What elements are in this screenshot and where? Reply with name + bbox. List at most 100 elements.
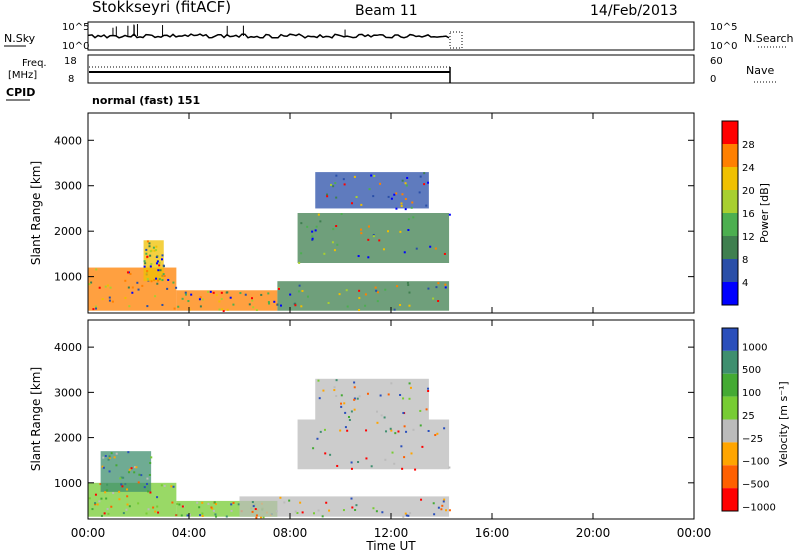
- heat-cell: [136, 281, 139, 284]
- heat-cell: [177, 305, 180, 308]
- heat-cell: [145, 248, 148, 251]
- heat-cell: [322, 389, 325, 392]
- heat-cell: [419, 424, 422, 427]
- freq-unit-label: [MHz]: [8, 70, 37, 81]
- y-tick-label: 1000: [54, 477, 82, 490]
- heat-cell: [412, 216, 415, 219]
- colorbar-segment: [722, 236, 738, 259]
- heat-cell: [294, 304, 297, 307]
- heat-cell: [379, 394, 382, 397]
- heat-cell: [299, 501, 302, 504]
- heat-cell: [172, 485, 175, 488]
- heat-cell: [335, 196, 338, 199]
- heat-cell: [436, 432, 439, 435]
- heat-cell: [443, 252, 446, 255]
- heat-cell: [163, 274, 166, 277]
- heat-region: [143, 240, 164, 282]
- noise-search-block: [449, 31, 463, 49]
- heat-cell: [207, 502, 210, 505]
- heat-cell: [149, 250, 152, 253]
- heat-cell: [364, 304, 367, 307]
- heat-cell: [148, 242, 151, 245]
- date-label: 14/Feb/2013: [590, 3, 678, 19]
- power-colorbar: 4 8 12 16 20 24 28: [721, 120, 755, 306]
- heat-cell: [402, 515, 405, 518]
- heat-cell: [143, 265, 146, 268]
- y-tick-label: 3000: [54, 180, 82, 193]
- heat-cell: [146, 305, 149, 308]
- heat-cell: [102, 456, 105, 459]
- heat-cell: [127, 451, 130, 454]
- heat-cell: [380, 414, 383, 417]
- heat-cell: [407, 228, 410, 231]
- heat-cell: [335, 395, 338, 398]
- heat-cell: [332, 228, 335, 231]
- heat-cell: [448, 509, 451, 512]
- heat-cell: [126, 271, 129, 274]
- heat-cell: [443, 498, 446, 501]
- heat-cell: [145, 512, 148, 515]
- heat-cell: [364, 293, 367, 296]
- heat-cell: [429, 245, 432, 248]
- noise-right-tick-top: 10^5: [710, 22, 737, 33]
- heat-cell: [319, 430, 322, 433]
- heat-cell: [88, 497, 91, 500]
- colorbar-segment: [722, 442, 738, 466]
- heat-cell: [333, 389, 336, 392]
- heat-cell: [347, 415, 350, 418]
- heat-cell: [108, 299, 111, 302]
- heat-cell: [437, 506, 440, 509]
- heat-cell: [156, 496, 159, 499]
- heat-cell: [251, 501, 254, 504]
- heat-cell: [158, 278, 161, 281]
- x-tick-label: 12:00: [374, 526, 409, 540]
- heat-cell: [120, 483, 123, 486]
- heat-cell: [366, 392, 369, 395]
- heat-cell: [106, 489, 109, 492]
- heat-cell: [134, 466, 137, 469]
- heat-cell: [399, 393, 402, 396]
- noise-left-tick-top: 10^5: [62, 22, 89, 33]
- heat-cell: [395, 207, 398, 210]
- heat-cell: [330, 183, 333, 186]
- heat-cell: [346, 429, 349, 432]
- heat-cell: [401, 467, 404, 470]
- heat-cell: [334, 182, 337, 185]
- heat-cell: [414, 468, 417, 471]
- heat-cell: [94, 493, 97, 496]
- heat-cell: [178, 503, 181, 506]
- heat-cell: [239, 292, 242, 295]
- heat-cell: [283, 501, 286, 504]
- heat-cell: [220, 297, 223, 300]
- heat-cell: [319, 220, 322, 223]
- heat-cell: [423, 172, 426, 175]
- time-axis-label: Time UT: [365, 539, 416, 553]
- heat-cell: [336, 464, 339, 467]
- heat-cell: [122, 512, 125, 515]
- velocity-y-axis: 1000 2000 3000 4000: [54, 341, 694, 490]
- heat-cell: [106, 507, 109, 510]
- heat-cell: [376, 410, 379, 413]
- heat-cell: [393, 308, 396, 311]
- heat-cell: [98, 500, 101, 503]
- y-tick-label: 4000: [54, 341, 82, 354]
- heat-cell: [317, 509, 320, 512]
- heat-cell: [384, 458, 387, 461]
- heat-cell: [254, 508, 257, 511]
- heat-cell: [434, 434, 437, 437]
- colorbar-tick-label: 12: [742, 232, 755, 243]
- heat-cell: [358, 297, 361, 300]
- colorbar-tick-label: 1000: [742, 342, 767, 353]
- heat-cell: [143, 260, 146, 263]
- heat-cell: [232, 303, 235, 306]
- heat-cell: [108, 296, 111, 299]
- noise-right-tick-bottom: 10^0: [710, 41, 737, 52]
- heat-region: [315, 378, 429, 420]
- heat-cell: [381, 511, 384, 514]
- heat-cell: [252, 505, 255, 508]
- heat-cell: [328, 509, 331, 512]
- heat-cell: [251, 299, 254, 302]
- cpid-label: CPID: [6, 86, 35, 99]
- heat-cell: [427, 390, 430, 393]
